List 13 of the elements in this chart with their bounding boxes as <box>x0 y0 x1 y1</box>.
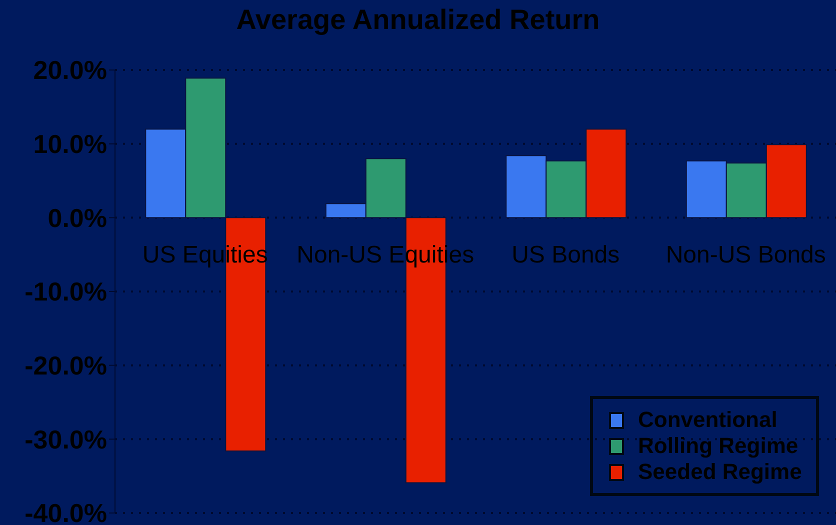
chart-title: Average Annualized Return <box>235 4 601 36</box>
y-tick-label: 10.0% <box>33 129 107 160</box>
legend-label: Conventional <box>638 407 778 433</box>
y-tick-label: -30.0% <box>24 424 107 454</box>
y-tick-label: 20.0% <box>33 55 107 86</box>
x-tick-label: US Bonds <box>512 242 620 269</box>
legend-label: Seeded Regime <box>638 459 802 485</box>
x-tick-label: Non-US Bonds <box>666 242 826 269</box>
y-tick-label: -40.0% <box>24 498 107 525</box>
y-tick-label: 0.0% <box>48 202 107 233</box>
y-tick-label: -20.0% <box>24 350 107 381</box>
y-tick-label: -10.0% <box>24 276 107 307</box>
legend-label: Rolling Regime <box>638 433 798 459</box>
